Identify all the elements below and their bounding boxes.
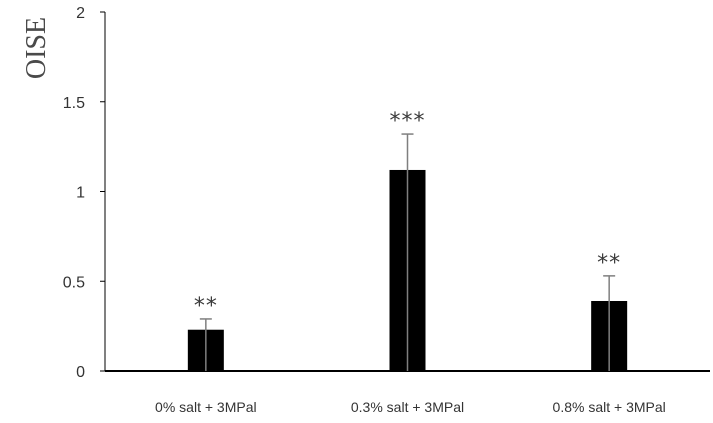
x-category-label: 0.8% salt + 3MPal bbox=[553, 399, 666, 415]
y-tick-label: 0.5 bbox=[63, 274, 85, 291]
y-axis-title: OISE bbox=[21, 17, 52, 79]
significance-label: *** bbox=[390, 109, 426, 134]
labels-group: 0 0.5 1 1.5 2 OISE ** 0% salt + 3MPal *** 0.3% sa… bbox=[21, 5, 666, 415]
x-category-label: 0.3% salt + 3MPal bbox=[351, 399, 464, 415]
significance-label: ** bbox=[597, 251, 621, 276]
y-tick-label: 2 bbox=[76, 5, 85, 22]
bars-group bbox=[187, 133, 628, 371]
y-tick-label: 1.5 bbox=[63, 95, 85, 112]
y-tick-label: 0 bbox=[76, 364, 85, 381]
x-category-label: 0% salt + 3MPal bbox=[155, 399, 257, 415]
y-tick-label: 1 bbox=[76, 185, 85, 202]
significance-label: ** bbox=[194, 294, 218, 319]
